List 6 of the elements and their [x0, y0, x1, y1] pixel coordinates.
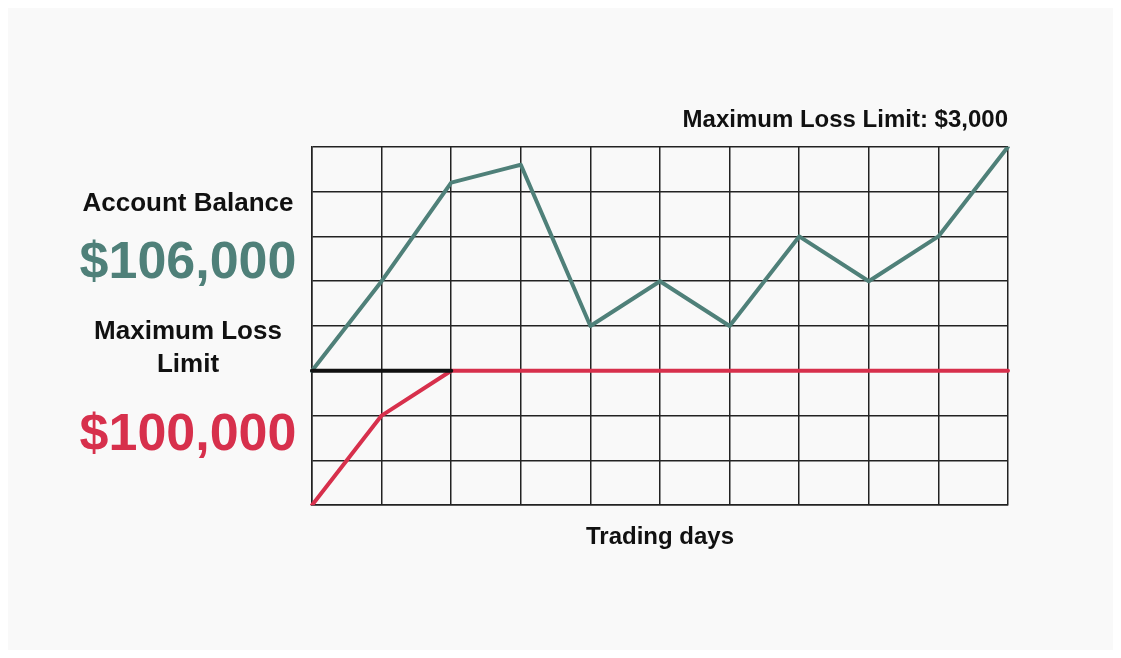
text: Account Balance: [81, 186, 295, 219]
text: Maximum Loss Limit: [93, 314, 283, 379]
x-axis-title: Trading days: [585, 522, 735, 550]
text: $100,000: [78, 402, 298, 463]
chart-title: Maximum Loss Limit: $3,000: [682, 105, 1008, 133]
text: $106,000: [78, 230, 298, 291]
